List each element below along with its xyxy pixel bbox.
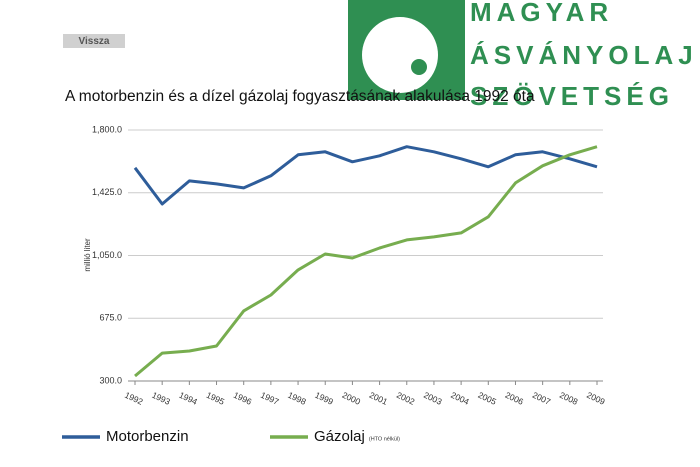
logo-dot (411, 59, 427, 75)
series-line (133, 145, 598, 206)
y-tick-label: 1,800.0 (92, 124, 122, 134)
chart-title: A motorbenzin és a dízel gázolaj fogyasz… (65, 88, 535, 105)
y-axis-label: millió liter (83, 238, 92, 272)
y-tick-label: 1,425.0 (92, 187, 122, 197)
logo-circle (362, 17, 438, 93)
y-tick-label: 300.0 (99, 375, 122, 385)
y-tick-label: 675.0 (99, 313, 122, 323)
logo-text: ÁSVÁNYOLAJ (470, 40, 698, 70)
back-button-label[interactable]: Vissza (79, 36, 110, 47)
legend-note: (HTO nélkül) (369, 436, 400, 442)
y-tick-label: 1,050.0 (92, 250, 122, 260)
legend-label: Motorbenzin (106, 428, 189, 445)
back-button[interactable] (63, 34, 125, 48)
logo-text: SZÖVETSÉG (470, 81, 674, 111)
series-line (134, 145, 598, 378)
logo-text: MAGYAR (470, 0, 613, 27)
legend-label: Gázolaj (314, 428, 365, 445)
